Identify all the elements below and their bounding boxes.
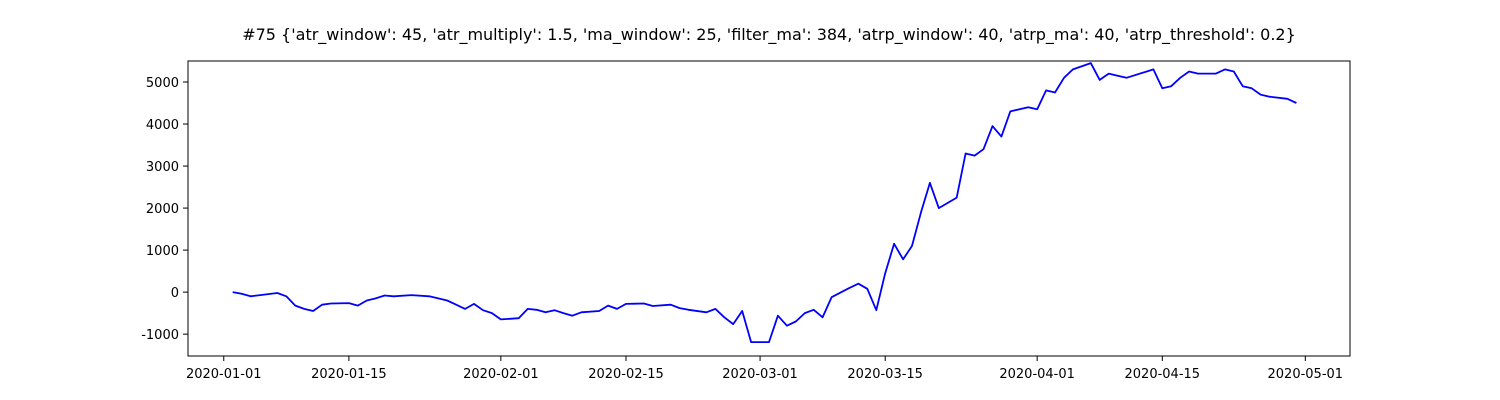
x-tick-label: 2020-04-01 [999, 367, 1075, 382]
x-tick-label: 2020-05-01 [1268, 367, 1344, 382]
x-tick-label: 2020-02-01 [463, 367, 539, 382]
x-tick-label: 2020-04-15 [1125, 367, 1201, 382]
data-line [232, 62, 1297, 344]
y-tick-label: 0 [171, 286, 179, 301]
y-tick-label: 1000 [146, 244, 179, 259]
y-tick-label: 5000 [146, 76, 179, 91]
y-tick-label: -1000 [141, 328, 179, 343]
chart-title: #75 {'atr_window': 45, 'atr_multiply': 1… [242, 25, 1296, 45]
x-tick-label: 2020-02-15 [588, 367, 664, 382]
y-tick-label: 4000 [146, 118, 179, 133]
plot-frame [187, 60, 1351, 357]
x-tick-label: 2020-01-15 [311, 367, 387, 382]
x-tick-label: 2020-03-15 [847, 367, 923, 382]
y-tick-label: 2000 [146, 202, 179, 217]
x-tick-label: 2020-01-01 [186, 367, 262, 382]
y-tick-label: 3000 [146, 160, 179, 175]
x-tick-label: 2020-03-01 [722, 367, 798, 382]
